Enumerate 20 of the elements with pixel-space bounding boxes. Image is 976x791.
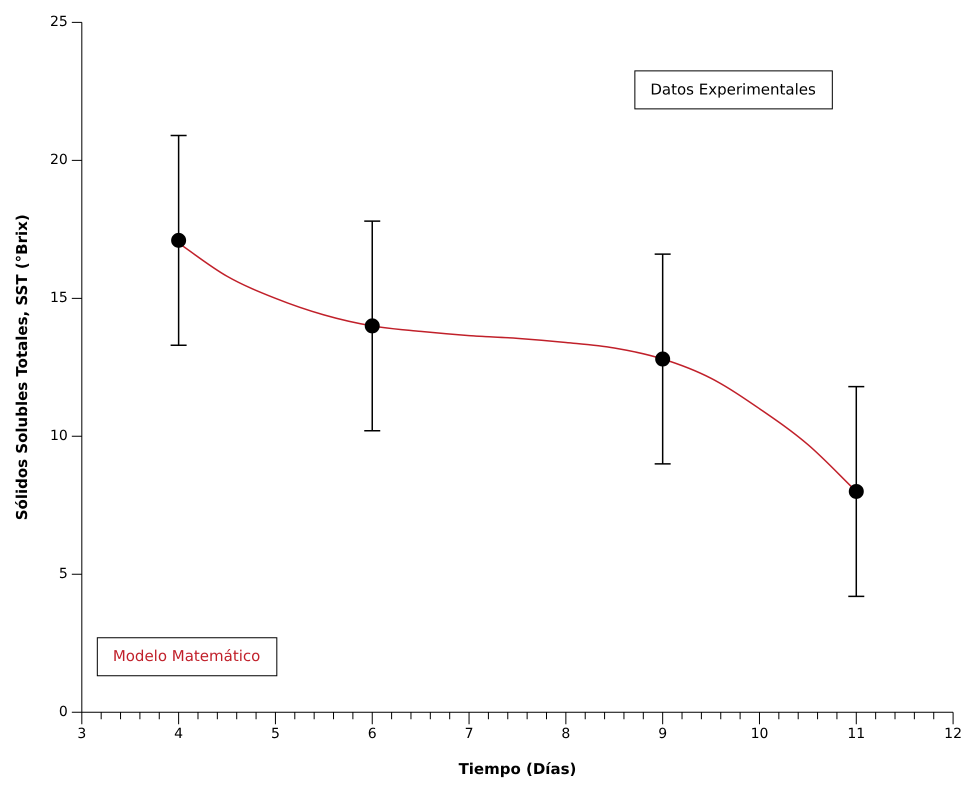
y-tick-label: 25 [50,14,68,30]
x-tick-label: 10 [750,726,768,742]
x-tick-label: 11 [847,726,866,742]
x-tick-label: 5 [270,726,280,742]
annotation: Modelo Matemático [112,647,260,666]
y-tick-label: 5 [58,566,68,582]
x-axis-title: Tiempo (Días) [458,760,576,778]
y-axis-title: Sólidos Solubles Totales, SST (°Brix) [12,214,31,520]
x-tick-label: 7 [464,726,474,742]
x-tick-label: 4 [174,726,184,742]
annotation: Datos Experimentales [650,80,816,98]
y-tick-label: 20 [50,152,68,168]
x-tick-label: 3 [77,726,86,742]
x-tick-label: 12 [944,726,962,742]
x-tick-label: 9 [658,726,668,742]
y-tick-label: 15 [50,290,68,306]
x-tick-label: 6 [368,726,377,742]
y-tick-label: 0 [58,704,68,720]
x-tick-label: 8 [561,726,570,742]
y-tick-label: 10 [50,428,68,444]
